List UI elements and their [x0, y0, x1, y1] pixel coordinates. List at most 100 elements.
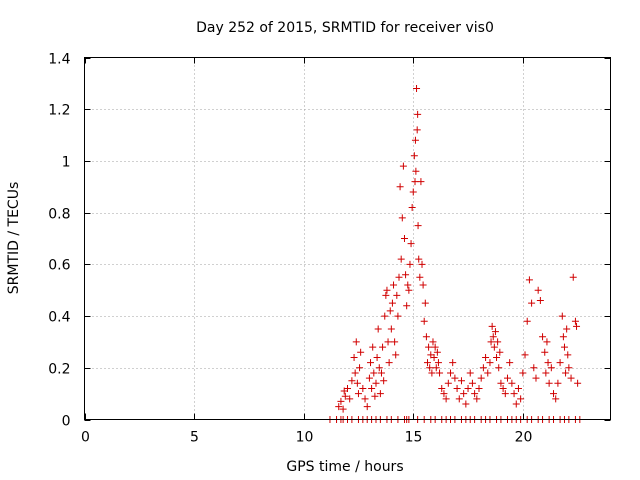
- data-point: [411, 136, 419, 144]
- chart-title: Day 252 of 2015, SRMTID for receiver vis…: [196, 20, 494, 36]
- data-point: [475, 384, 483, 392]
- x-tick-label: 10: [296, 430, 314, 446]
- data-point: [416, 273, 424, 281]
- data-point: [407, 240, 415, 248]
- data-point: [462, 400, 470, 408]
- data-point: [517, 395, 525, 403]
- data-point: [519, 369, 527, 377]
- data-point: [395, 273, 403, 281]
- data-point: [541, 348, 549, 356]
- data-point: [479, 364, 487, 372]
- data-point: [422, 333, 430, 341]
- y-tick-label: 0.2: [48, 362, 70, 378]
- data-point: [418, 260, 426, 268]
- data-point: [399, 162, 407, 170]
- data-point: [382, 291, 390, 299]
- data-point: [405, 286, 413, 294]
- data-point: [413, 126, 421, 134]
- data-point: [386, 307, 394, 315]
- data-point: [543, 338, 551, 346]
- data-point: [426, 364, 434, 372]
- data-point: [503, 374, 511, 382]
- data-point: [350, 353, 358, 361]
- data-point: [413, 85, 421, 93]
- data-point: [523, 317, 531, 325]
- data-point: [460, 390, 468, 398]
- data-point: [375, 364, 383, 372]
- data-point: [532, 374, 540, 382]
- data-point: [442, 395, 450, 403]
- data-point: [552, 395, 560, 403]
- data-point: [489, 333, 497, 341]
- data-point: [430, 353, 438, 361]
- data-point: [434, 359, 442, 367]
- data-point: [414, 110, 422, 118]
- data-point: [457, 377, 465, 385]
- data-point: [484, 369, 492, 377]
- x-tick-label: 15: [405, 430, 423, 446]
- axis-ticks: [84, 57, 611, 421]
- data-point: [508, 379, 516, 387]
- data-point: [494, 338, 502, 346]
- data-point: [410, 152, 418, 160]
- x-tick-label: 5: [190, 430, 199, 446]
- data-point: [545, 379, 553, 387]
- data-point: [402, 271, 410, 279]
- data-point: [468, 379, 476, 387]
- data-point: [400, 235, 408, 242]
- data-point: [563, 325, 571, 333]
- data-point: [436, 369, 444, 377]
- data-point: [346, 395, 354, 403]
- data-point: [487, 338, 495, 346]
- data-point: [444, 379, 452, 387]
- data-point: [340, 387, 348, 395]
- data-point: [361, 395, 369, 403]
- data-point: [370, 369, 378, 377]
- data-point: [387, 325, 395, 333]
- data-point: [385, 359, 393, 367]
- y-tick-label: 0.6: [48, 258, 70, 274]
- data-point: [406, 260, 414, 268]
- data-point: [510, 390, 518, 398]
- data-point: [565, 364, 573, 372]
- data-point: [356, 364, 364, 372]
- data-point: [544, 359, 552, 367]
- data-point: [429, 338, 437, 346]
- y-axis-title: SRMTID / TECUs: [6, 182, 22, 295]
- data-point: [352, 338, 360, 346]
- data-point: [421, 299, 429, 307]
- data-point: [423, 359, 431, 367]
- data-point: [506, 359, 514, 367]
- data-point: [353, 379, 361, 387]
- data-point: [564, 351, 572, 359]
- data-point: [384, 338, 392, 346]
- data-point: [449, 359, 457, 367]
- data-point: [377, 369, 385, 377]
- data-point: [354, 390, 362, 398]
- data-point: [369, 343, 377, 351]
- data-point: [337, 397, 345, 405]
- data-point: [409, 188, 417, 196]
- data-point: [451, 374, 459, 382]
- y-tick-label: 1.2: [48, 103, 70, 119]
- data-point: [539, 333, 547, 341]
- data-point: [376, 390, 384, 398]
- data-point: [428, 369, 436, 377]
- data-point: [397, 255, 405, 263]
- data-point: [373, 353, 381, 361]
- data-point: [571, 317, 579, 325]
- data-point: [547, 364, 555, 372]
- data-point: [512, 400, 520, 408]
- data-point: [390, 281, 398, 289]
- data-point: [417, 178, 425, 186]
- data-point: [554, 379, 562, 387]
- data-point: [383, 286, 391, 294]
- data-point: [464, 384, 472, 392]
- data-point: [525, 276, 533, 284]
- gridlines: [84, 57, 611, 420]
- data-point: [339, 405, 347, 413]
- data-point: [496, 348, 504, 356]
- data-point: [380, 377, 388, 385]
- data-point: [414, 222, 422, 230]
- data-point: [455, 395, 463, 403]
